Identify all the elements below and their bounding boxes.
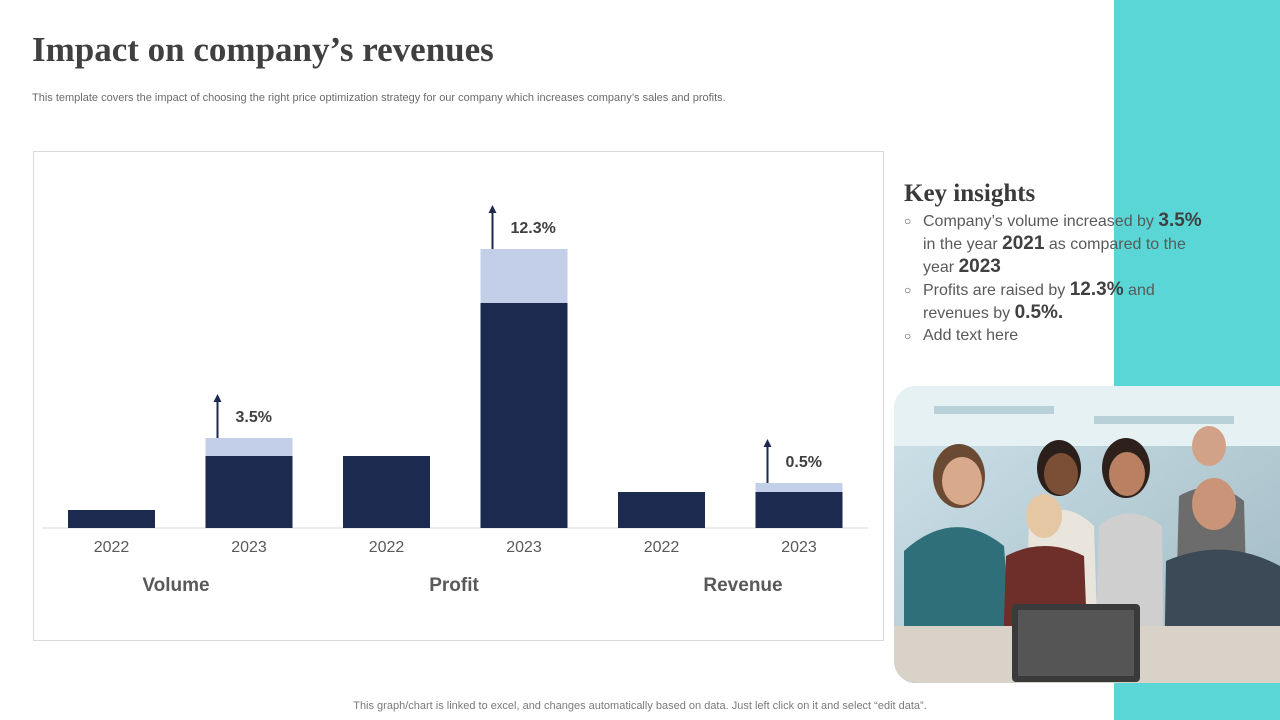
x-tick-label: 2022 — [94, 539, 130, 556]
x-tick-label: 2022 — [644, 539, 680, 556]
bar-revenue-2023[interactable] — [755, 492, 843, 528]
bar-profit-2022[interactable] — [343, 456, 430, 528]
insight-highlight: 2023 — [958, 256, 1001, 277]
insights-list: Company’s volume increased by 3.5% in th… — [904, 210, 1214, 347]
bar-increase-volume-2023[interactable] — [205, 438, 293, 456]
insight-highlight: 3.5% — [1158, 210, 1202, 231]
data-label-increase: 0.5% — [786, 454, 822, 471]
bar-volume-2023[interactable] — [205, 456, 293, 528]
x-tick-label: 2022 — [369, 539, 405, 556]
bar-profit-2023[interactable] — [480, 303, 568, 528]
bar-increase-revenue-2023[interactable] — [755, 483, 843, 492]
insight-text: Company’s volume increased by — [923, 213, 1159, 230]
page-title: Impact on company’s revenues — [32, 30, 494, 69]
group-label: Revenue — [703, 575, 782, 596]
bar-chart[interactable]: 2022 3.5% 2023 2022 12.3% 2023 2022 0.5% 2023 Vol… — [34, 152, 885, 642]
arrow-up-icon — [213, 394, 222, 402]
insight-highlight: 12.3% — [1069, 279, 1124, 300]
arrow-up-icon — [488, 205, 497, 213]
insight-text: as compared to the year — [923, 236, 1186, 276]
insight-highlight: 2021 — [1002, 233, 1045, 254]
insight-item: Company’s volume increased by 3.5% in th… — [904, 210, 1214, 279]
insight-text: and revenues by — [923, 282, 1155, 322]
bar-increase-profit-2023[interactable] — [480, 249, 568, 303]
insight-item: Profits are raised by 12.3% and revenues… — [904, 279, 1214, 325]
footer-note: This graph/chart is linked to excel, and… — [353, 700, 927, 712]
chart-container[interactable]: 2022 3.5% 2023 2022 12.3% 2023 2022 0.5% 2023 Vol… — [33, 151, 884, 641]
x-tick-label: 2023 — [781, 539, 817, 556]
insight-text: Profits are raised by — [923, 282, 1070, 299]
arrow-up-icon — [763, 439, 772, 447]
data-label-increase: 12.3% — [511, 220, 556, 237]
group-label: Volume — [142, 575, 209, 596]
group-label: Profit — [429, 575, 479, 596]
insights-title: Key insights — [904, 180, 1036, 207]
page-subtitle: This template covers the impact of choos… — [32, 92, 726, 104]
insight-text: in the year — [923, 236, 1003, 253]
data-label-increase: 3.5% — [236, 409, 272, 426]
insight-item: Add text here — [904, 325, 1214, 347]
team-photo — [894, 386, 1280, 683]
x-tick-label: 2023 — [506, 539, 542, 556]
x-tick-label: 2023 — [231, 539, 267, 556]
bar-volume-2022[interactable] — [68, 510, 155, 528]
insight-highlight: 0.5%. — [1014, 302, 1064, 323]
bar-revenue-2022[interactable] — [618, 492, 705, 528]
insight-text: Add text here — [923, 327, 1019, 344]
